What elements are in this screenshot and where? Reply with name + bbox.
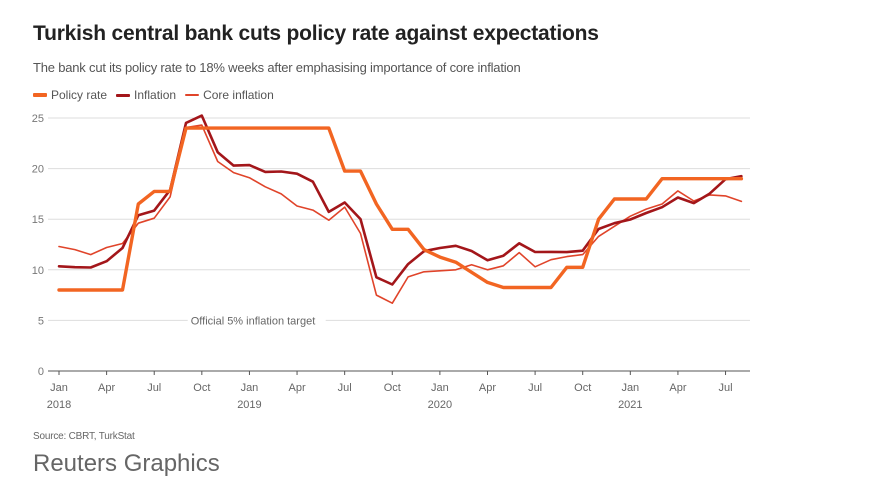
x-tick-label: Jul: [528, 382, 542, 394]
x-tick-year-label: 2018: [47, 399, 71, 411]
legend-item-policy-rate: Policy rate: [33, 88, 107, 102]
y-tick-label-20: 20: [32, 164, 44, 176]
series-lines: [57, 114, 744, 305]
chart-legend: Policy rate Inflation Core inflation: [33, 88, 283, 102]
source-note: Source: CBRT, TurkStat: [33, 431, 135, 442]
x-tick-label: Jul: [719, 382, 733, 394]
x-tick-label: Oct: [193, 382, 210, 394]
legend-label-policy-rate: Policy rate: [51, 88, 108, 102]
legend-swatch-policy-rate: [33, 93, 47, 97]
y-axis-ticks: 0 5 10 15 20 25: [32, 113, 44, 378]
x-tick-year-label: 2021: [618, 399, 642, 411]
x-tick-label: Jul: [338, 382, 352, 394]
brand-label: Reuters Graphics: [33, 450, 220, 477]
annotations: Official 5% inflation target: [187, 312, 326, 327]
x-tick-label: Jan: [241, 382, 259, 394]
x-tick-label: Apr: [98, 382, 115, 394]
legend-item-core-inflation: Core inflation: [185, 88, 274, 102]
chart-title: Turkish central bank cuts policy rate ag…: [33, 22, 599, 45]
y-tick-label-15: 15: [32, 214, 44, 226]
x-tick-label: Oct: [384, 382, 401, 394]
x-tick-label: Apr: [479, 382, 496, 394]
x-tick-label: Jan: [50, 382, 68, 394]
x-tick-label: Jul: [147, 382, 161, 394]
chart-subtitle: The bank cut its policy rate to 18% week…: [33, 60, 521, 75]
annotation-bg-0: [187, 312, 326, 327]
y-tick-label-25: 25: [32, 113, 44, 125]
y-gridlines: [48, 117, 750, 321]
x-tick-label: Jan: [621, 382, 639, 394]
x-tick-label: Apr: [288, 382, 305, 394]
series-line-core-inflation: [58, 124, 743, 305]
legend-label-inflation: Inflation: [134, 88, 177, 102]
x-axis: Jan 2018 Apr Jul Oct Jan 2019 Apr Jul Oct Jan 2020 A…: [47, 370, 750, 411]
x-tick-label: Jan: [431, 382, 449, 394]
x-tick-year-label: 2020: [428, 399, 452, 411]
legend-swatch-core-inflation: [185, 94, 200, 96]
series-line-policy-rate: [57, 126, 744, 292]
y-tick-label-0: 0: [38, 366, 44, 378]
annotation-inflation-target: Official 5% inflation target: [191, 315, 316, 327]
legend-label-core-inflation: Core inflation: [203, 88, 274, 102]
x-tick-label: Oct: [574, 382, 591, 394]
legend-item-inflation: Inflation: [116, 88, 176, 102]
x-tick-year-label: 2019: [237, 399, 261, 411]
y-tick-label-5: 5: [38, 315, 44, 327]
legend-swatch-inflation: [116, 93, 131, 97]
x-tick-label: Apr: [669, 382, 686, 394]
y-tick-label-10: 10: [32, 265, 44, 277]
